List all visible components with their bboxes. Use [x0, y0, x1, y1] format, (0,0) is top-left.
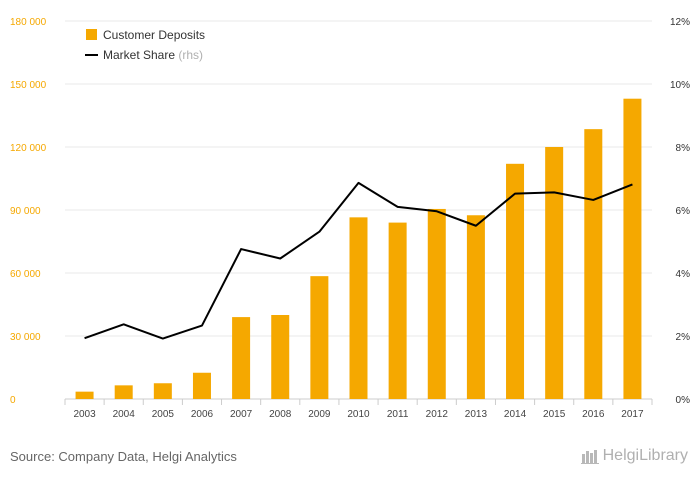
bar-2004 — [114, 385, 133, 399]
x-tick-label: 2004 — [113, 409, 136, 420]
right-tick-label: 6% — [676, 206, 691, 217]
x-tick-label: 2003 — [73, 409, 96, 420]
legend-label-deposits: Customer Deposits — [103, 28, 205, 42]
right-tick-label: 4% — [676, 269, 691, 280]
x-tick-label: 2013 — [465, 409, 488, 420]
bar-2016 — [584, 129, 603, 399]
right-tick-label: 8% — [676, 143, 691, 154]
x-tick-label: 2016 — [582, 409, 605, 420]
right-tick-label: 10% — [670, 80, 690, 91]
x-tick-label: 2010 — [347, 409, 370, 420]
bar-2013 — [466, 215, 485, 399]
x-tick-label: 2012 — [426, 409, 449, 420]
x-tick-label: 2015 — [543, 409, 566, 420]
left-tick-label: 30 000 — [10, 332, 41, 343]
right-tick-label: 0% — [676, 395, 691, 406]
left-tick-label: 0 — [10, 395, 16, 406]
brand-logo: HelgiLibrary — [580, 447, 688, 465]
bar-2017 — [623, 98, 642, 399]
right-tick-label: 2% — [676, 332, 691, 343]
bar-2011 — [388, 222, 407, 399]
chart: 0 30 000 60 000 90 000 120 000 150 000 180 000… — [10, 17, 690, 420]
legend-bar-swatch — [86, 29, 97, 40]
x-tick-label: 2007 — [230, 409, 253, 420]
left-tick-label: 180 000 — [10, 17, 47, 28]
legend-rhs-suffix: (rhs) — [178, 48, 203, 62]
brand-name: HelgiLibrary — [602, 447, 688, 464]
left-tick-label: 120 000 — [10, 143, 47, 154]
market-share-polyline — [84, 181, 633, 340]
market-share-line — [84, 181, 633, 340]
bar-2003 — [75, 391, 94, 399]
legend: Customer Deposits Market Share (rhs) — [85, 28, 205, 62]
x-tick-label: 2011 — [387, 409, 409, 420]
bar-2006 — [192, 372, 211, 399]
bar-2010 — [349, 217, 368, 399]
x-axis: 2003 2004 2005 2006 2007 2008 2009 2010 2011 2012… — [64, 399, 653, 420]
bar-2014 — [506, 163, 525, 399]
right-axis: 0% 2% 4% 6% 8% 10% 12% — [670, 17, 690, 406]
library-icon — [580, 450, 599, 464]
left-tick-label: 90 000 — [10, 206, 41, 217]
x-tick-label: 2008 — [269, 409, 292, 420]
x-tick-label: 2006 — [191, 409, 214, 420]
left-tick-label: 60 000 — [10, 269, 41, 280]
bar-2008 — [271, 315, 290, 399]
bar-2015 — [545, 147, 564, 399]
x-tick-label: 2009 — [308, 409, 331, 420]
bar-2009 — [310, 276, 329, 399]
left-tick-label: 150 000 — [10, 80, 47, 91]
bar-2005 — [153, 383, 172, 399]
bars — [75, 98, 642, 399]
left-axis: 0 30 000 60 000 90 000 120 000 150 000 180 000 — [10, 17, 47, 406]
source-note: Source: Company Data, Helgi Analytics — [10, 449, 237, 464]
x-tick-label: 2017 — [621, 409, 644, 420]
legend-label-market-share: Market Share (rhs) — [103, 48, 203, 62]
x-tick-label: 2014 — [504, 409, 527, 420]
right-tick-label: 12% — [670, 17, 690, 28]
x-tick-label: 2005 — [152, 409, 175, 420]
bar-2007 — [232, 317, 251, 399]
bar-2012 — [427, 208, 446, 399]
